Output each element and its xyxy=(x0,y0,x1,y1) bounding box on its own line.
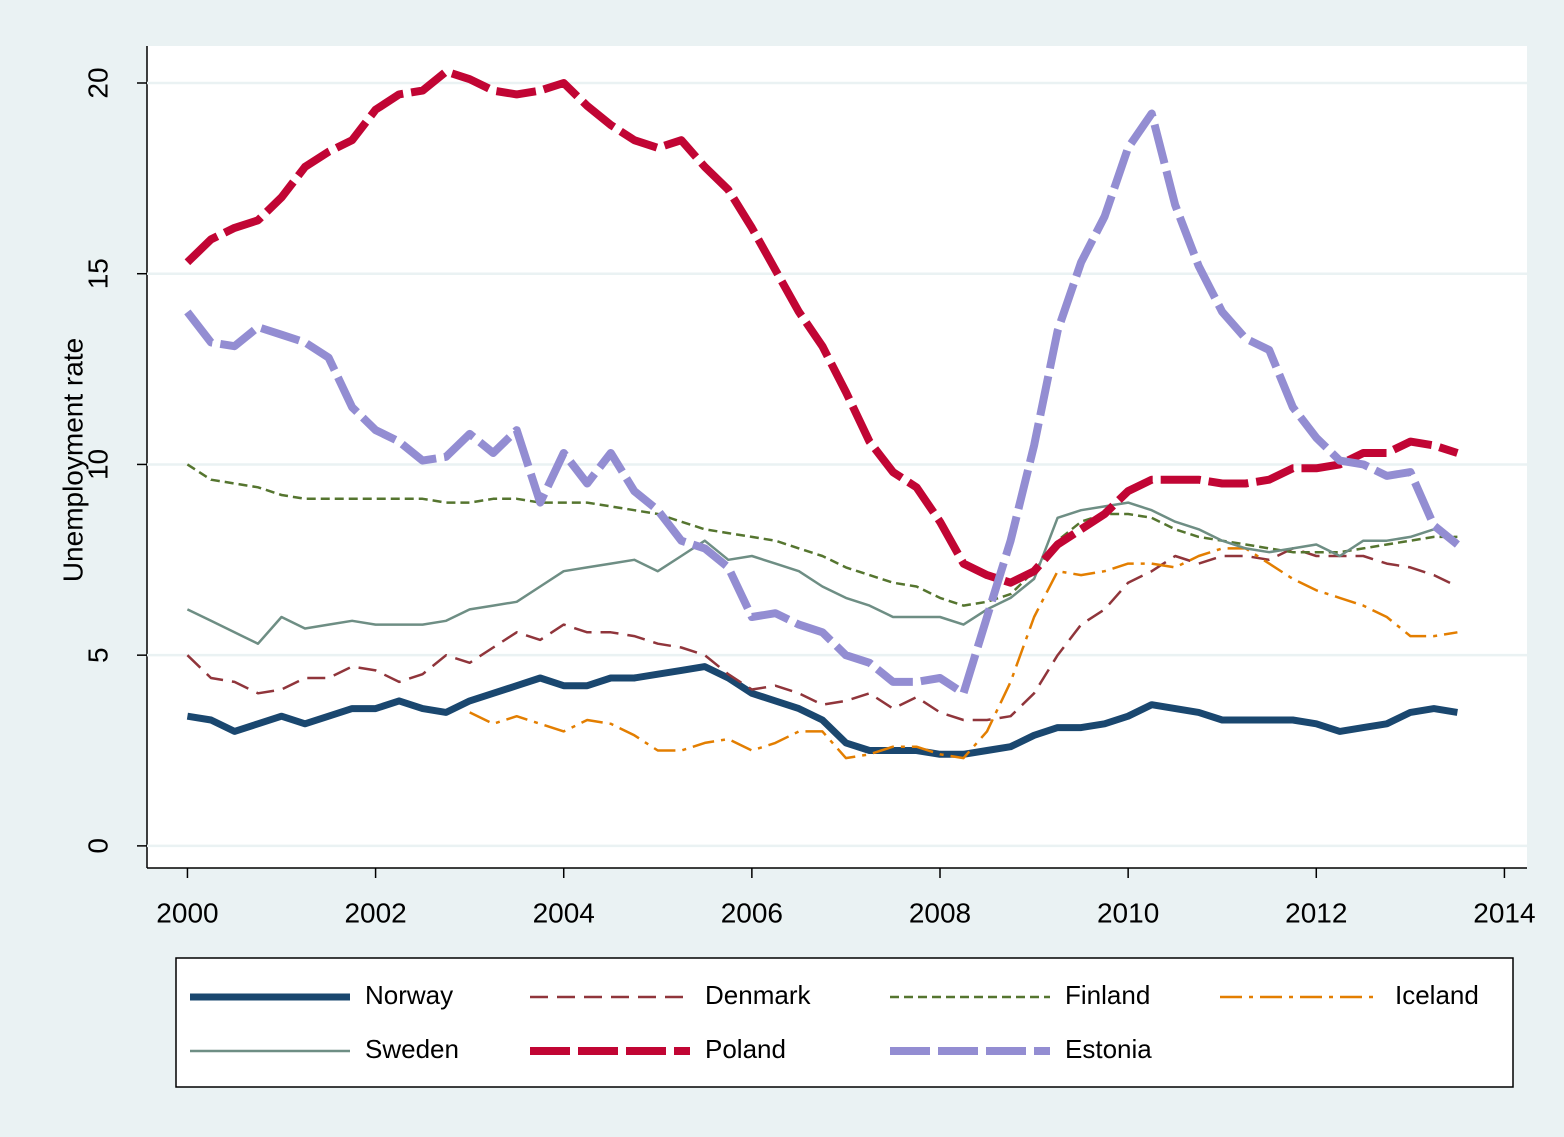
x-tick-label: 2010 xyxy=(1097,897,1159,928)
x-tick-label: 2008 xyxy=(909,897,971,928)
x-tick-label: 2014 xyxy=(1473,897,1535,928)
series-line xyxy=(184,67,1459,587)
legend-label: Finland xyxy=(1065,980,1150,1010)
legend-label: Estonia xyxy=(1065,1034,1152,1064)
y-axis-title: Unemployment rate xyxy=(57,338,88,582)
series-line xyxy=(186,501,1458,645)
y-tick-label: 5 xyxy=(82,647,113,663)
series-line xyxy=(184,109,1460,698)
series-line xyxy=(469,547,1458,760)
series-line xyxy=(186,547,1458,722)
x-tick-label: 2004 xyxy=(533,897,595,928)
x-tick-label: 2012 xyxy=(1285,897,1347,928)
y-tick-label: 10 xyxy=(82,449,113,480)
y-tick-label: 0 xyxy=(82,838,113,854)
series-line xyxy=(186,663,1458,758)
series-line xyxy=(186,463,1458,607)
x-tick-label: 2000 xyxy=(156,897,218,928)
y-tick-label: 20 xyxy=(82,67,113,98)
x-tick-label: 2002 xyxy=(344,897,406,928)
legend-box xyxy=(175,957,1514,1088)
legend-label: Sweden xyxy=(365,1034,459,1064)
legend-label: Norway xyxy=(365,980,453,1010)
legend-label: Iceland xyxy=(1395,980,1479,1010)
y-tick-label: 15 xyxy=(82,258,113,289)
legend-label: Denmark xyxy=(705,980,811,1010)
legend-label: Poland xyxy=(705,1034,786,1064)
x-tick-label: 2006 xyxy=(721,897,783,928)
plot-area xyxy=(147,46,1527,868)
